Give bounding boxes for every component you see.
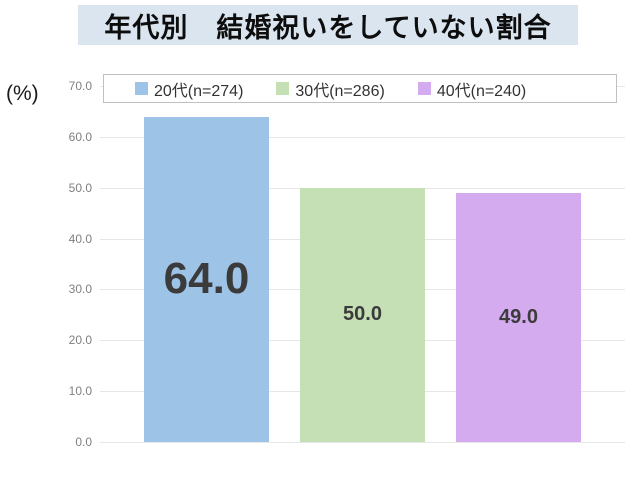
bar-30s: 50.0 <box>300 187 425 442</box>
bar-value-label-20s: 64.0 <box>163 254 250 304</box>
bar-20s: 64.0 <box>144 116 269 442</box>
legend-item-20s: 20代(n=274) <box>135 77 243 101</box>
legend-swatch-20s-icon <box>135 82 148 95</box>
legend-label-30s: 30代(n=286) <box>295 82 385 100</box>
y-tick-label: 20.0 <box>68 333 92 348</box>
gridline <box>100 442 625 443</box>
y-axis-unit-label: (%) <box>6 82 39 105</box>
bar-40s: 49.0 <box>456 192 581 442</box>
gridline <box>100 136 625 138</box>
legend-swatch-40s-icon <box>417 82 431 95</box>
legend-item-40s: 40代(n=240) <box>417 77 527 101</box>
y-tick-label: 70.0 <box>68 79 92 93</box>
y-tick-label: 10.0 <box>68 384 92 399</box>
y-tick-label: 50.0 <box>68 180 92 195</box>
bar-value-label-30s: 50.0 <box>343 303 382 326</box>
legend-swatch-30s-icon <box>276 82 290 95</box>
y-tick-label: 40.0 <box>68 231 92 246</box>
y-tick-label: 0.0 <box>75 435 92 449</box>
bar-value-label-40s: 49.0 <box>499 305 538 328</box>
legend-item-30s: 30代(n=286) <box>276 77 385 101</box>
chart-title: 年代別 結婚祝いをしていない割合 <box>78 5 578 45</box>
legend: 20代(n=274) 30代(n=286) 40代(n=240) <box>103 74 617 103</box>
y-tick-label: 30.0 <box>68 282 92 297</box>
legend-label-40s: 40代(n=240) <box>436 82 527 100</box>
y-tick-label: 60.0 <box>68 129 92 144</box>
legend-label-20s: 20代(n=274) <box>154 82 244 100</box>
